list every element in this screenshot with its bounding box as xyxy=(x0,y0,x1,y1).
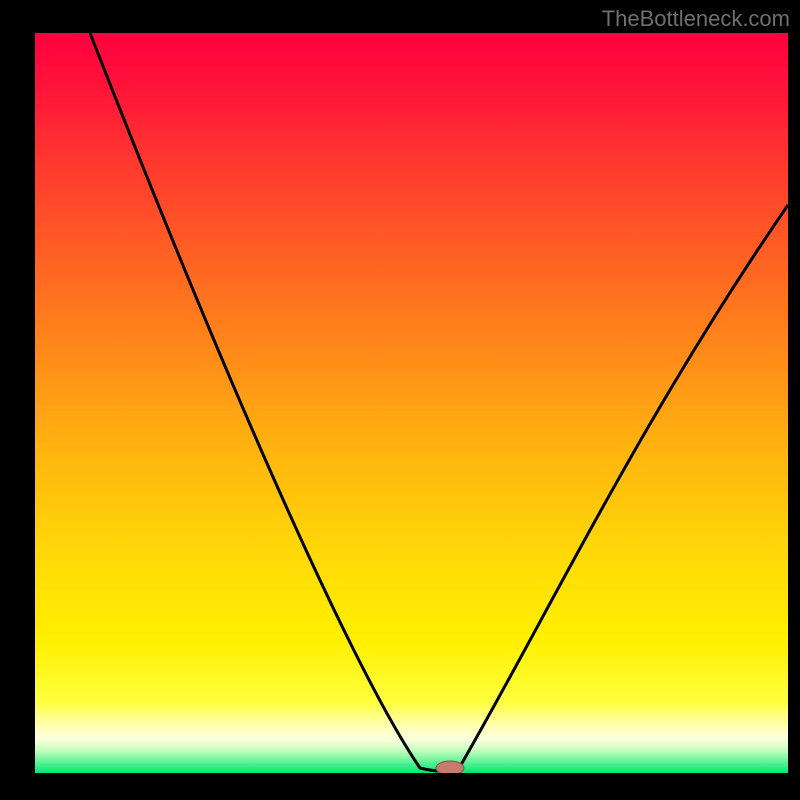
chart-container: TheBottleneck.com xyxy=(0,0,800,800)
plot-background xyxy=(35,33,788,773)
bottleneck-chart xyxy=(0,0,800,800)
optimum-marker xyxy=(436,761,464,775)
watermark-text: TheBottleneck.com xyxy=(602,6,790,32)
